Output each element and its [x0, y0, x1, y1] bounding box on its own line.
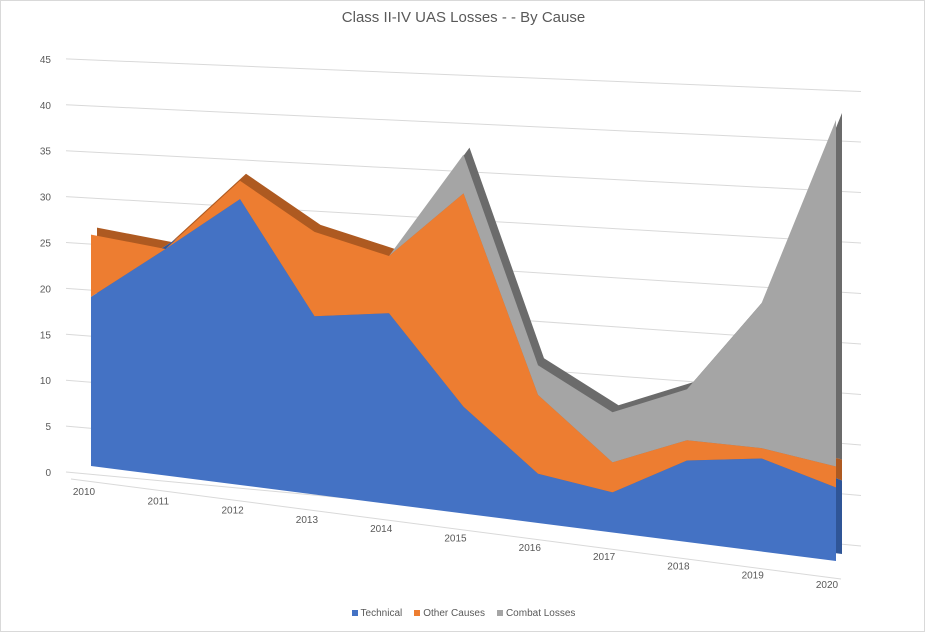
legend-item: Technical [351, 608, 403, 619]
gridline [65, 104, 862, 143]
y-tick-label: 35 [40, 147, 52, 158]
y-tick-label: 0 [45, 468, 51, 479]
x-tick-label: 2013 [296, 515, 319, 526]
area-technical [91, 199, 836, 561]
x-tick-label: 2017 [593, 552, 616, 563]
area-other-causes [91, 180, 836, 493]
x-axis-line [70, 478, 842, 580]
legend-swatch [351, 610, 358, 616]
gridline [65, 58, 862, 92]
x-tick-label: 2014 [370, 524, 393, 535]
legend-item: Other Causes [414, 608, 485, 619]
x-tick-label: 2018 [667, 561, 690, 572]
x-tick-label: 2016 [519, 543, 542, 554]
x-tick-label: 2015 [444, 534, 467, 545]
y-tick-label: 25 [40, 239, 52, 250]
y-tick-label: 10 [40, 376, 52, 387]
legend-swatch [496, 610, 503, 616]
legend-swatch [414, 610, 421, 616]
legend-item: Combat Losses [496, 608, 576, 619]
legend-label: Other Causes [423, 608, 485, 619]
legend-label: Combat Losses [505, 608, 576, 619]
x-tick-label: 2020 [816, 580, 839, 591]
chart-title: Class II-IV UAS Losses - - By Cause [341, 9, 586, 26]
y-tick-label: 30 [40, 193, 52, 204]
legend-label: Technical [360, 608, 403, 619]
y-tick-label: 15 [40, 330, 52, 341]
y-tick-label: 5 [45, 422, 51, 433]
y-tick-label: 20 [40, 284, 52, 295]
y-tick-label: 45 [40, 55, 52, 66]
y-tick-label: 40 [40, 101, 52, 112]
x-tick-label: 2011 [148, 496, 170, 507]
x-tick-label: 2012 [221, 506, 244, 517]
x-tick-label: 2010 [73, 487, 96, 498]
area-combat-losses [91, 120, 836, 467]
x-tick-label: 2019 [742, 571, 765, 582]
legend: Technical Other Causes Combat Losses [1, 608, 924, 619]
